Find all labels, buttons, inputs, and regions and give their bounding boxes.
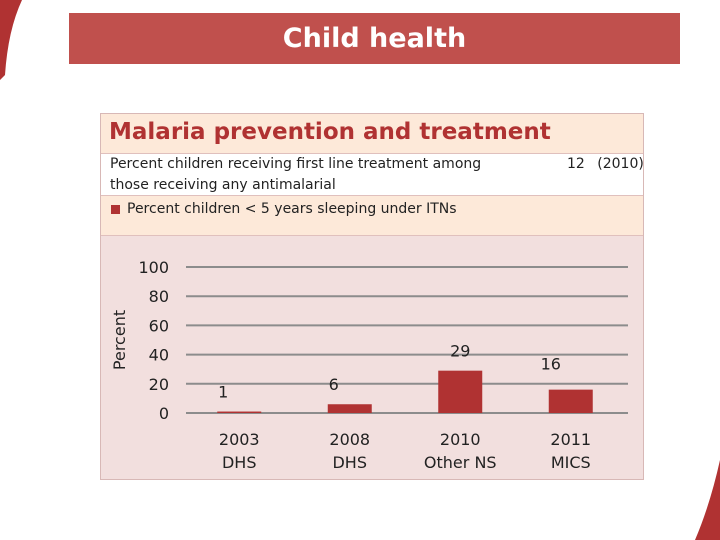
slide-title: Child health — [69, 13, 680, 64]
x-tick-label-2-1: Other NS — [424, 453, 497, 472]
panel-header: Malaria prevention and treatment — [101, 114, 643, 154]
x-tick-label-3-0: 2011 — [550, 430, 591, 449]
x-tick-label-1-0: 2008 — [329, 430, 370, 449]
y-tick-label-20: 20 — [149, 375, 169, 394]
y-axis-label: Percent — [110, 310, 129, 370]
corner-decoration-top-left — [0, 0, 22, 80]
corner-decoration-bottom-right — [695, 460, 720, 540]
chart-panel: Malaria prevention and treatment Percent… — [100, 113, 644, 480]
bar-0 — [217, 411, 262, 413]
legend-swatch — [111, 205, 120, 214]
info-year: (2010) — [597, 156, 644, 172]
bar-1 — [327, 404, 372, 413]
x-tick-label-1-1: DHS — [332, 453, 367, 472]
info-text: Percent children receiving first line tr… — [110, 156, 482, 193]
chart-title: Malaria prevention and treatment — [109, 119, 551, 145]
y-tick-label-60: 60 — [149, 316, 169, 335]
data-label-0: 1 — [218, 383, 228, 402]
x-tick-label-0-0: 2003 — [219, 430, 260, 449]
info-value-wrapper: 12 (2010) — [567, 154, 644, 175]
y-tick-label-40: 40 — [149, 346, 169, 365]
data-label-3: 16 — [541, 355, 561, 374]
legend-label: Percent children < 5 years sleeping unde… — [127, 201, 457, 217]
bar-3 — [548, 389, 593, 413]
y-tick-label-100: 100 — [138, 258, 169, 277]
x-tick-label-3-1: MICS — [551, 453, 591, 472]
data-label-2: 29 — [450, 342, 470, 361]
x-tick-label-0-1: DHS — [222, 453, 257, 472]
bar-2 — [438, 370, 483, 413]
x-tick-label-2-0: 2010 — [440, 430, 481, 449]
info-value: 12 — [567, 156, 585, 172]
legend: Percent children < 5 years sleeping unde… — [101, 196, 643, 236]
y-tick-label-0: 0 — [159, 404, 169, 423]
info-row: Percent children receiving first line tr… — [101, 154, 644, 196]
data-label-1: 6 — [329, 375, 339, 394]
bar-chart: 0 20 40 60 80 100 Percent 1 2003 DHS 6 2008 DHS 29 201… — [110, 258, 628, 472]
y-tick-label-80: 80 — [149, 287, 169, 306]
